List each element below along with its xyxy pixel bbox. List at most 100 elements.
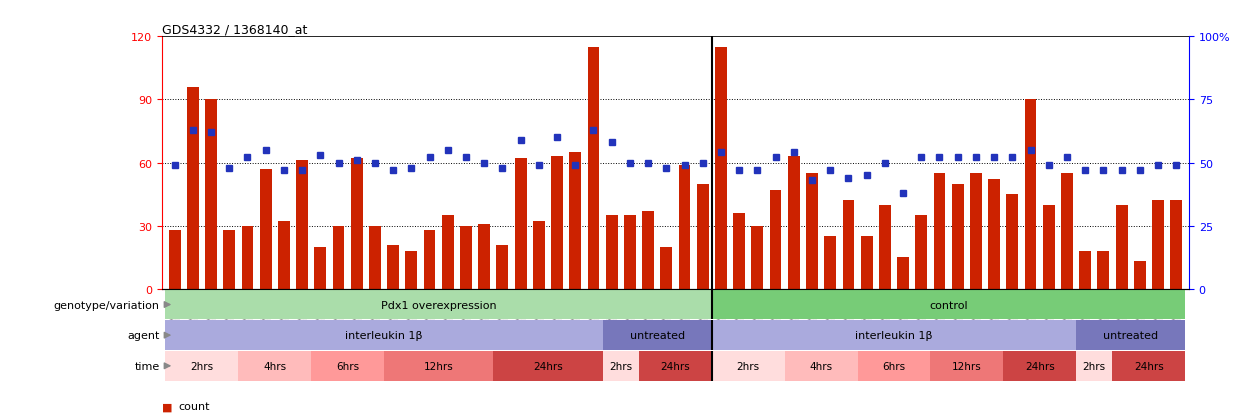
Text: 2hrs: 2hrs	[1083, 361, 1106, 371]
Bar	[712, 290, 1185, 320]
Bar	[934, 173, 945, 289]
Text: 24hrs: 24hrs	[1025, 361, 1055, 371]
Bar	[238, 351, 311, 381]
Bar	[1116, 205, 1128, 289]
Bar	[1097, 251, 1109, 289]
Bar	[712, 351, 784, 381]
Bar	[406, 251, 417, 289]
Bar	[260, 169, 271, 289]
Text: 6hrs: 6hrs	[336, 361, 359, 371]
Text: 12hrs: 12hrs	[952, 361, 981, 371]
Bar	[205, 100, 217, 289]
Bar	[930, 351, 1003, 381]
Bar	[1025, 100, 1036, 289]
Bar	[898, 258, 909, 289]
Bar	[679, 165, 691, 289]
Bar	[752, 226, 763, 289]
Bar	[858, 351, 930, 381]
Text: 2hrs: 2hrs	[190, 361, 213, 371]
Text: 24hrs: 24hrs	[533, 361, 563, 371]
Text: 4hrs: 4hrs	[809, 361, 833, 371]
Bar	[1043, 205, 1055, 289]
Text: interleukin 1β: interleukin 1β	[345, 330, 423, 340]
Bar	[423, 230, 436, 289]
Bar	[588, 47, 599, 289]
Bar	[387, 245, 400, 289]
Bar	[533, 222, 545, 289]
Bar	[1076, 351, 1113, 381]
Bar	[296, 161, 308, 289]
Bar	[624, 216, 636, 289]
Text: 12hrs: 12hrs	[423, 361, 453, 371]
Bar	[1003, 351, 1076, 381]
Bar	[989, 180, 1000, 289]
Bar	[1079, 251, 1091, 289]
Text: Pdx1 overexpression: Pdx1 overexpression	[381, 300, 497, 310]
Bar	[478, 224, 491, 289]
Bar	[1134, 262, 1145, 289]
Bar	[712, 320, 1076, 350]
Text: 2hrs: 2hrs	[737, 361, 759, 371]
Bar	[369, 226, 381, 289]
Bar	[332, 226, 345, 289]
Bar	[187, 88, 199, 289]
Bar	[311, 351, 383, 381]
Text: 6hrs: 6hrs	[883, 361, 905, 371]
Bar	[514, 159, 527, 289]
Bar	[166, 351, 238, 381]
Text: 24hrs: 24hrs	[661, 361, 690, 371]
Bar	[951, 184, 964, 289]
Text: untreated: untreated	[630, 330, 685, 340]
Bar	[824, 237, 837, 289]
Bar	[442, 216, 453, 289]
Bar	[697, 184, 708, 289]
Bar	[383, 351, 493, 381]
Text: ■: ■	[162, 401, 172, 411]
Bar	[769, 190, 782, 289]
Bar	[278, 222, 290, 289]
Bar	[843, 201, 854, 289]
Bar	[242, 226, 254, 289]
Bar	[788, 157, 799, 289]
Bar	[784, 351, 858, 381]
Bar	[315, 247, 326, 289]
Text: control: control	[929, 300, 967, 310]
Text: 24hrs: 24hrs	[1134, 361, 1164, 371]
Bar	[660, 247, 672, 289]
Bar	[639, 351, 712, 381]
Bar	[715, 47, 727, 289]
Bar	[223, 230, 235, 289]
Text: agent: agent	[127, 330, 159, 340]
Bar	[603, 320, 712, 350]
Text: interleukin 1β: interleukin 1β	[855, 330, 933, 340]
Bar	[733, 214, 745, 289]
Text: genotype/variation: genotype/variation	[54, 300, 159, 310]
Bar	[1170, 201, 1183, 289]
Bar	[642, 211, 654, 289]
Bar	[1006, 195, 1018, 289]
Text: 4hrs: 4hrs	[263, 361, 286, 371]
Bar	[879, 205, 890, 289]
Bar	[1152, 201, 1164, 289]
Text: count: count	[178, 401, 209, 411]
Bar	[1061, 173, 1073, 289]
Text: GDS4332 / 1368140_at: GDS4332 / 1368140_at	[162, 23, 308, 36]
Bar	[970, 173, 982, 289]
Bar	[915, 216, 928, 289]
Text: untreated: untreated	[1103, 330, 1158, 340]
Bar	[806, 173, 818, 289]
Bar	[569, 153, 581, 289]
Text: 2hrs: 2hrs	[609, 361, 632, 371]
Bar	[166, 320, 603, 350]
Bar	[860, 237, 873, 289]
Bar	[497, 245, 508, 289]
Bar	[1076, 320, 1185, 350]
Bar	[461, 226, 472, 289]
Bar	[603, 351, 639, 381]
Bar	[351, 159, 362, 289]
Bar	[1113, 351, 1185, 381]
Text: time: time	[134, 361, 159, 371]
Bar	[606, 216, 618, 289]
Bar	[166, 290, 712, 320]
Bar	[552, 157, 563, 289]
